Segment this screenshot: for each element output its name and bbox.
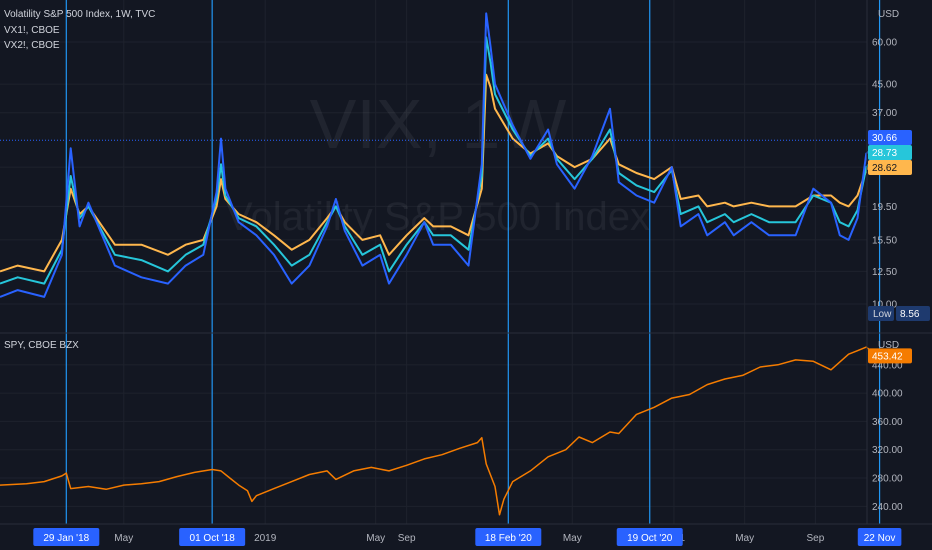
- top-axis-unit: USD: [878, 9, 899, 20]
- x-tick-label: May: [563, 533, 582, 544]
- series-line-vx2: [0, 73, 885, 273]
- x-tick-label: 2019: [254, 533, 277, 544]
- y-tick-label: 19.50: [872, 202, 897, 213]
- series-line-spy: [0, 346, 885, 516]
- price-badge-value: 453.42: [872, 351, 903, 362]
- price-badge-value: 30.66: [872, 133, 897, 144]
- price-badge-vix: [868, 130, 912, 145]
- legend-vx1: VX1!, CBOE: [4, 25, 60, 36]
- x-tick-label: Sep: [398, 533, 416, 544]
- price-badge-value: 28.73: [872, 148, 897, 159]
- highlight-date-badge: [33, 528, 100, 546]
- bottom-price-axis[interactable]: 240.00 280.00 320.00 360.00 400.00 440.00: [872, 360, 903, 512]
- price-badge-vx2: [868, 160, 912, 175]
- top-pane-series: [0, 12, 885, 298]
- series-line-vx1: [0, 36, 885, 285]
- price-badges: 30.66 28.73 28.62 Low 8.56 453.42: [0, 130, 930, 364]
- y-tick-label: 15.50: [872, 235, 897, 246]
- y-tick-label: 60.00: [872, 38, 897, 49]
- highlight-date-badge: [179, 528, 246, 546]
- highlight-date-badge: [475, 528, 542, 546]
- low-value-badge: [896, 306, 930, 321]
- price-badge-spy: [868, 348, 912, 364]
- x-tick-label: Sep: [806, 533, 824, 544]
- x-tick-label: May: [735, 533, 754, 544]
- y-tick-label: 37.00: [872, 108, 897, 119]
- top-chart-title: Volatility S&P 500 Index, 1W, TVC: [4, 9, 155, 20]
- legend: Volatility S&P 500 Index, 1W, TVC VX1!, …: [4, 9, 899, 351]
- legend-vx2: VX2!, CBOE: [4, 40, 60, 51]
- y-tick-label: 440.00: [872, 360, 903, 371]
- bottom-chart-title: SPY, CBOE BZX: [4, 340, 79, 351]
- y-tick-label: 240.00: [872, 502, 903, 513]
- bottom-pane-series: [0, 346, 885, 516]
- highlight-date-label: 18 Feb '20: [485, 533, 532, 544]
- low-label-badge: [868, 306, 894, 321]
- highlight-date-badge: [616, 528, 683, 546]
- highlight-lines: [65, 0, 881, 524]
- y-tick-label: 12.50: [872, 267, 897, 278]
- x-tick-label: May: [366, 533, 385, 544]
- watermark-name: Volatility S&P 500 Index: [226, 195, 650, 239]
- y-tick-label: 320.00: [872, 445, 903, 456]
- series-line-vix: [0, 12, 885, 298]
- price-badge-vx1: [868, 145, 912, 160]
- x-tick-label: May: [114, 533, 133, 544]
- highlight-date-label: 19 Oct '20: [627, 533, 673, 544]
- price-badge-value: 28.62: [872, 163, 897, 174]
- y-tick-label: 280.00: [872, 474, 903, 485]
- highlight-date-label: 01 Oct '18: [190, 533, 236, 544]
- watermark: VIX, 1W Volatility S&P 500 Index: [226, 85, 650, 239]
- grid: [0, 0, 867, 524]
- highlight-date-label: 22 Nov: [864, 533, 896, 544]
- bottom-axis-unit: USD: [878, 340, 899, 351]
- low-label: Low: [873, 309, 892, 320]
- low-value: 8.56: [900, 309, 920, 320]
- y-tick-label: 400.00: [872, 389, 903, 400]
- highlight-date-label: 29 Jan '18: [43, 533, 89, 544]
- watermark-symbol: VIX, 1W: [310, 85, 567, 163]
- y-tick-label: 10.00: [872, 299, 897, 310]
- y-tick-label: 45.00: [872, 80, 897, 91]
- highlight-date-badge: [857, 528, 902, 546]
- y-tick-label: 360.00: [872, 417, 903, 428]
